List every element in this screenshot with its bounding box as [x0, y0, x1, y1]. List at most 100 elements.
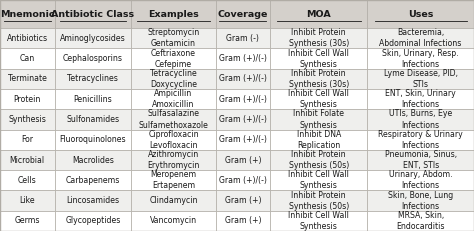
Bar	[0, 28, 55, 49]
Bar	[0, 190, 55, 211]
Bar	[270, 211, 367, 231]
Bar	[270, 170, 367, 190]
Text: Skin, Urinary, Resp.
Infections: Skin, Urinary, Resp. Infections	[383, 49, 459, 69]
Text: Streptomycin
Gentamicin: Streptomycin Gentamicin	[147, 28, 200, 48]
Bar	[216, 109, 270, 130]
Bar	[131, 170, 216, 190]
Bar	[55, 109, 131, 130]
Text: Like: Like	[19, 196, 35, 205]
Bar	[0, 211, 55, 231]
Bar	[367, 69, 474, 89]
Text: Carbapenems: Carbapenems	[66, 176, 120, 185]
Text: Examples: Examples	[148, 10, 199, 18]
Text: Gram (+)/(-): Gram (+)/(-)	[219, 54, 267, 63]
Bar	[55, 28, 131, 49]
Bar	[131, 109, 216, 130]
Bar	[367, 211, 474, 231]
Bar	[0, 170, 55, 190]
Text: Sulfasalazine
Sulfamethoxazole: Sulfasalazine Sulfamethoxazole	[138, 109, 209, 130]
Text: Cephalosporins: Cephalosporins	[63, 54, 123, 63]
Text: Gram (+)/(-): Gram (+)/(-)	[219, 95, 267, 104]
Text: Inhibit Cell Wall
Synthesis: Inhibit Cell Wall Synthesis	[288, 49, 349, 69]
Text: Mnemonic: Mnemonic	[0, 10, 55, 18]
Bar	[367, 109, 474, 130]
Text: Coverage: Coverage	[218, 10, 268, 18]
Bar	[367, 0, 474, 28]
Text: Can: Can	[19, 54, 35, 63]
Bar	[367, 130, 474, 150]
Bar	[270, 28, 367, 49]
Bar	[367, 150, 474, 170]
Text: Tetracycline
Doxycycline: Tetracycline Doxycycline	[150, 69, 197, 89]
Text: Synthesis: Synthesis	[9, 115, 46, 124]
Bar	[270, 69, 367, 89]
Text: Antibiotics: Antibiotics	[7, 34, 48, 43]
Bar	[55, 49, 131, 69]
Bar	[216, 28, 270, 49]
Bar	[367, 28, 474, 49]
Text: Skin, Bone, Lung
Infections: Skin, Bone, Lung Infections	[388, 191, 453, 211]
Bar	[270, 150, 367, 170]
Text: Inhibit Protein
Synthesis (30s): Inhibit Protein Synthesis (30s)	[289, 69, 349, 89]
Text: Sulfonamides: Sulfonamides	[66, 115, 119, 124]
Text: Gram (+)/(-): Gram (+)/(-)	[219, 135, 267, 144]
Bar	[270, 130, 367, 150]
Text: Cells: Cells	[18, 176, 36, 185]
Text: Urinary, Abdom.
Infections: Urinary, Abdom. Infections	[389, 170, 453, 190]
Text: Gram (+): Gram (+)	[225, 196, 261, 205]
Bar	[270, 190, 367, 211]
Text: Uses: Uses	[408, 10, 433, 18]
Text: ENT, Skin, Urinary
Infections: ENT, Skin, Urinary Infections	[385, 89, 456, 109]
Text: Azithromycin
Erythromycin: Azithromycin Erythromycin	[147, 150, 200, 170]
Bar	[367, 190, 474, 211]
Text: Pneumonia, Sinus,
ENT, STIs: Pneumonia, Sinus, ENT, STIs	[384, 150, 457, 170]
Text: MRSA, Skin,
Endocarditis: MRSA, Skin, Endocarditis	[396, 211, 445, 231]
Bar	[0, 89, 55, 109]
Bar	[55, 170, 131, 190]
Bar	[216, 130, 270, 150]
Text: Bacteremia,
Abdominal Infections: Bacteremia, Abdominal Infections	[380, 28, 462, 48]
Text: Ampicillin
Amoxicillin: Ampicillin Amoxicillin	[152, 89, 195, 109]
Text: Inhibit Protein
Synthesis (30s): Inhibit Protein Synthesis (30s)	[289, 28, 349, 48]
Text: For: For	[21, 135, 33, 144]
Bar	[55, 211, 131, 231]
Bar	[270, 49, 367, 69]
Bar	[0, 150, 55, 170]
Text: Macrolides: Macrolides	[72, 155, 114, 164]
Text: Gram (+): Gram (+)	[225, 155, 261, 164]
Bar	[0, 109, 55, 130]
Bar	[131, 49, 216, 69]
Bar	[216, 150, 270, 170]
Bar	[131, 150, 216, 170]
Text: Ciprofloxacin
Levofloxacin: Ciprofloxacin Levofloxacin	[148, 130, 199, 150]
Text: Inhibit Protein
Synthesis (50s): Inhibit Protein Synthesis (50s)	[289, 191, 349, 211]
Text: MOA: MOA	[306, 10, 331, 18]
Text: Meropenem
Ertapenem: Meropenem Ertapenem	[150, 170, 197, 190]
Text: Aminoglycosides: Aminoglycosides	[60, 34, 126, 43]
Bar	[367, 170, 474, 190]
Bar	[131, 130, 216, 150]
Text: Gram (+)/(-): Gram (+)/(-)	[219, 176, 267, 185]
Bar	[55, 89, 131, 109]
Text: Gram (-): Gram (-)	[227, 34, 259, 43]
Bar	[216, 49, 270, 69]
Text: Germs: Germs	[15, 216, 40, 225]
Bar	[0, 0, 55, 28]
Bar	[131, 89, 216, 109]
Bar	[131, 69, 216, 89]
Text: Lincosamides: Lincosamides	[66, 196, 119, 205]
Text: Lyme Disease, PID,
STIs: Lyme Disease, PID, STIs	[383, 69, 458, 89]
Text: Gram (+): Gram (+)	[225, 216, 261, 225]
Text: Respiratory & Urinary
Infections: Respiratory & Urinary Infections	[378, 130, 463, 150]
Text: Glycopeptides: Glycopeptides	[65, 216, 120, 225]
Bar	[216, 190, 270, 211]
Text: Penicillins: Penicillins	[73, 95, 112, 104]
Text: Inhibit Cell Wall
Synthesis: Inhibit Cell Wall Synthesis	[288, 170, 349, 190]
Bar	[131, 211, 216, 231]
Bar	[55, 150, 131, 170]
Bar	[0, 69, 55, 89]
Bar	[216, 69, 270, 89]
Text: Tetracyclines: Tetracyclines	[67, 74, 118, 83]
Bar	[367, 49, 474, 69]
Text: Clindamycin: Clindamycin	[149, 196, 198, 205]
